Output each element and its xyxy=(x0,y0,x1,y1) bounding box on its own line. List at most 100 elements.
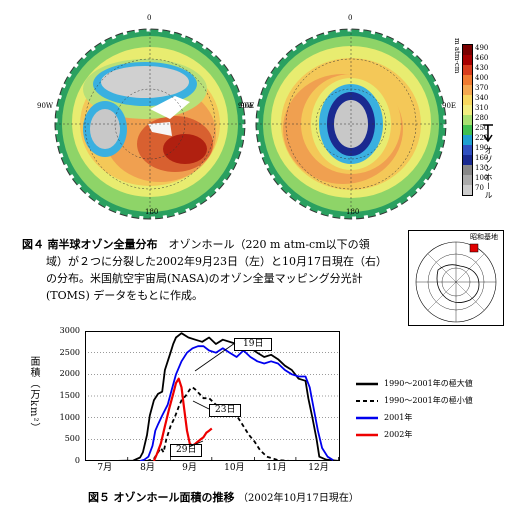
x-tick-label: 9月 xyxy=(182,463,197,473)
colorbar-swatch xyxy=(463,125,472,135)
colorbar-tick-label: 160 xyxy=(475,154,489,162)
colorbar-tick-label: 190 xyxy=(475,144,489,152)
x-tick-label: 10月 xyxy=(224,463,245,473)
y-tick-label: 2000 xyxy=(59,369,80,379)
ozone-hole-label: オゾンホール xyxy=(484,146,493,200)
annotation-leaders xyxy=(188,342,236,448)
legend-label-max: 1990～2001年の極大値 xyxy=(384,378,473,388)
left-map-bottom-label: 180 xyxy=(145,208,159,216)
y-axis-label: 面積（万km²） xyxy=(28,356,39,434)
colorbar-swatch xyxy=(463,135,472,145)
annotation-23-label: 23日 xyxy=(215,405,236,415)
ozone-map-right xyxy=(253,26,449,222)
annotation-19: 19日 xyxy=(234,338,273,351)
figure5-number: 図５ xyxy=(88,491,110,504)
colorbar-swatch xyxy=(463,75,472,85)
colorbar-unit: m atm-cm xyxy=(453,38,461,74)
figure4-title: 南半球オゾン全量分布 xyxy=(47,238,158,251)
colorbar-tick-label: 460 xyxy=(475,54,489,62)
legend-swatch-2001 xyxy=(356,416,378,419)
series-line-1990～2001年の極大値 xyxy=(85,332,340,461)
legend-item-2001: 2001年 xyxy=(356,409,516,426)
colorbar-swatch xyxy=(463,155,472,165)
colorbar xyxy=(462,44,473,196)
legend-label-2002: 2002年 xyxy=(384,429,413,439)
figure4-text-line3: の分布。米国航空宇宙局(NASA)のオゾン全量マッピング分光計 xyxy=(46,272,363,285)
figure5-title: オゾンホール面積の推移 xyxy=(113,491,235,504)
colorbar-swatch xyxy=(463,45,472,55)
figure4-text-line2: 域）が２つに分裂した2002年9月23日（左）と10月17日現在（右） xyxy=(46,255,387,268)
chart-legend: 1990～2001年の極大値 1990～2001年の極小値 2001年 2002… xyxy=(356,375,516,443)
y-tick-labels: 3000 2500 2000 1500 1000 500 0 xyxy=(48,325,82,465)
y-tick-label: 0 xyxy=(74,456,80,465)
y-tick-label: 2500 xyxy=(59,347,80,357)
y-tick-label: 1500 xyxy=(59,391,80,400)
y-tick-label: 1000 xyxy=(59,412,80,422)
left-map-west-label: 90W xyxy=(37,102,54,110)
x-tick-label: 8月 xyxy=(140,463,155,473)
annotation-29-label: 29日 xyxy=(176,445,197,455)
figure5-caption: 図５ オゾンホール面積の推移 （2002年10月17日現在） xyxy=(88,489,359,505)
ozone-hole-arrow-icon xyxy=(482,124,494,143)
colorbar-tick-label: 490 xyxy=(475,44,489,52)
annotation-23: 23日 xyxy=(209,404,242,417)
colorbar-tick-label: 310 xyxy=(475,104,489,112)
right-map-west-label: 90W xyxy=(238,102,255,110)
legend-swatch-min xyxy=(356,399,378,402)
legend-item-min: 1990～2001年の極小値 xyxy=(356,392,516,409)
colorbar-swatch xyxy=(463,55,472,65)
x-tick-label: 12月 xyxy=(308,463,329,473)
legend-item-max: 1990～2001年の極大値 xyxy=(356,375,516,392)
colorbar-tick-label: 280 xyxy=(475,114,489,122)
colorbar-swatch xyxy=(463,165,472,175)
left-map-east-label: 90E xyxy=(240,102,255,110)
series-line-2001年 xyxy=(139,345,334,461)
series-line-2002年 xyxy=(152,377,213,461)
y-tick-label: 500 xyxy=(64,434,80,444)
legend-swatch-2002 xyxy=(356,433,378,436)
colorbar-swatch xyxy=(463,175,472,185)
colorbar-swatch xyxy=(463,115,472,125)
colorbar-swatch xyxy=(463,105,472,115)
figure4-text-line4: (TOMS) データをもとに作成。 xyxy=(46,289,204,302)
annotation-19-label: 19日 xyxy=(243,339,264,349)
right-map-top-label: 0 xyxy=(348,14,353,22)
colorbar-tick-label: 250 xyxy=(475,124,489,132)
annotation-29: 29日 xyxy=(170,444,203,457)
colorbar-swatch xyxy=(463,185,472,195)
antarctica-inset-map xyxy=(408,230,504,326)
figure4-caption: 図４ 南半球オゾン全量分布 オゾンホール（220 m atm-cm以下の領 域）… xyxy=(22,236,398,304)
colorbar-tick-label: 100 xyxy=(475,174,489,182)
colorbar-tick-label: 370 xyxy=(475,84,489,92)
colorbar-swatch xyxy=(463,65,472,75)
colorbar-tick-label: 70 xyxy=(475,184,484,192)
legend-swatch-max xyxy=(356,382,378,385)
right-map-east-label: 90E xyxy=(442,102,457,110)
figure5-note: （2002年10月17日現在） xyxy=(238,493,359,504)
right-map-bottom-label: 180 xyxy=(346,208,360,216)
legend-label-2001: 2001年 xyxy=(384,412,413,422)
ozone-map-left xyxy=(52,26,248,222)
ozone-area-chart xyxy=(85,331,340,461)
x-tick-label: 7月 xyxy=(97,463,113,473)
showa-station-label: 昭和基地 xyxy=(470,233,498,241)
legend-item-2002: 2002年 xyxy=(356,426,516,443)
y-tick-label: 3000 xyxy=(59,326,80,335)
left-map-top-label: 0 xyxy=(147,14,152,22)
colorbar-swatch xyxy=(463,145,472,155)
colorbar-ticks: 490 460 430 400 370 340 310 280 250 220 190 160 130 1… xyxy=(475,44,505,194)
series-line-1990～2001年の極小値 xyxy=(146,386,292,461)
colorbar-tick-label: 220 xyxy=(475,134,489,142)
colorbar-swatch xyxy=(463,95,472,105)
x-tick-label: 11月 xyxy=(266,463,287,473)
colorbar-tick-label: 400 xyxy=(475,74,489,82)
colorbar-swatch xyxy=(463,85,472,95)
colorbar-tick-label: 340 xyxy=(475,94,489,102)
figure4-text-line1: オゾンホール（220 m atm-cm以下の領 xyxy=(168,238,370,251)
legend-label-min: 1990～2001年の極小値 xyxy=(384,395,473,405)
x-tick-labels: 7月 8月 9月 10月 11月 12月 xyxy=(85,464,340,476)
colorbar-tick-label: 130 xyxy=(475,164,489,172)
plot-frame xyxy=(85,331,340,461)
figure4-number: 図４ xyxy=(22,238,44,251)
colorbar-tick-label: 430 xyxy=(475,64,489,72)
